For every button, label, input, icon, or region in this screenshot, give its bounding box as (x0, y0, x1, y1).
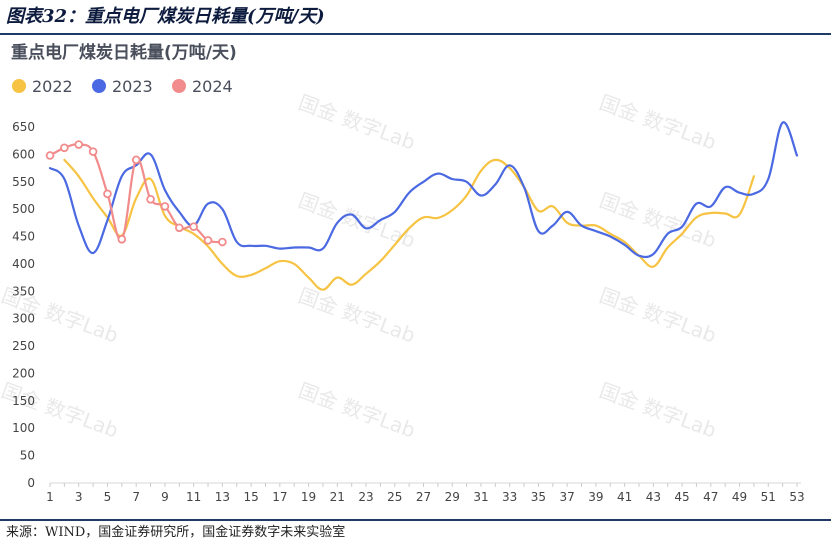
x-tick-label: 1 (46, 490, 54, 504)
data-point-2024 (103, 189, 112, 199)
line-chart: 国金 数字Lab 国金 数字Lab 国金 数字Lab 国金 数字Lab 国金 数字Lab… (0, 42, 805, 504)
y-tick-label: 350 (12, 284, 35, 298)
x-tick-label: 41 (617, 490, 632, 504)
data-point-2024 (117, 234, 127, 244)
data-point-2024 (189, 222, 198, 231)
data-point-2024 (146, 194, 155, 204)
x-tick-label: 45 (674, 490, 689, 504)
x-tick-label: 43 (646, 490, 661, 504)
watermark-text: 国金 数字Lab (295, 283, 418, 347)
y-tick-label: 300 (12, 312, 35, 326)
x-tick-label: 23 (358, 490, 373, 504)
y-tick-label: 500 (12, 202, 35, 216)
data-point-2024 (174, 223, 184, 233)
data-point-2024 (88, 147, 98, 156)
legend: 2022 2023 2024 (12, 77, 233, 96)
x-tick-label: 37 (560, 490, 575, 504)
y-tick-label: 100 (12, 421, 35, 435)
legend-marker-2024 (172, 79, 186, 93)
data-point-2024 (60, 143, 69, 153)
series-line-2023 (48, 121, 799, 259)
x-tick-label: 15 (243, 490, 258, 504)
source-note: 来源：WIND，国金证券研究所，国金证券数字未来实验室 (6, 525, 346, 540)
data-point-2024 (203, 236, 213, 245)
title-divider (0, 33, 831, 35)
data-point-2024 (45, 151, 55, 160)
y-tick-label: 200 (12, 366, 35, 380)
x-tick-label: 13 (215, 490, 230, 504)
series-layer (45, 121, 799, 291)
watermark-text: 国金 数字Lab (596, 283, 719, 347)
x-tick-label: 29 (445, 490, 460, 504)
x-tick-label: 17 (272, 490, 287, 504)
axes: 0 50 100 150 200 250 300 350 400 450 500 550 600 650 1… (12, 120, 805, 504)
x-tick-label: 5 (104, 490, 112, 504)
y-tick-label: 600 (12, 147, 35, 161)
watermark-text: 国金 数字Lab (295, 378, 418, 442)
y-tick-label: 650 (12, 120, 35, 134)
watermark-text: 国金 数字Lab (596, 90, 719, 154)
y-tick-label: 250 (12, 339, 35, 353)
x-tick-label: 53 (789, 490, 804, 504)
x-tick-label: 39 (588, 490, 603, 504)
data-point-2024 (131, 155, 141, 165)
x-tick-label: 21 (330, 490, 345, 504)
watermark-text: 国金 数字Lab (295, 90, 418, 154)
legend-label-2022: 2022 (32, 77, 73, 96)
x-tick-label: 3 (75, 490, 83, 504)
legend-marker-2023 (92, 79, 106, 93)
x-tick-label: 9 (161, 490, 169, 504)
data-point-2024 (160, 202, 170, 211)
watermark-layer: 国金 数字Lab 国金 数字Lab 国金 数字Lab 国金 数字Lab 国金 数字Lab… (0, 90, 720, 442)
chart-title: 重点电厂煤炭日耗量(万吨/天) (11, 42, 237, 63)
x-tick-label: 47 (703, 490, 718, 504)
data-point-2024 (74, 140, 84, 149)
y-tick-label: 150 (12, 394, 35, 408)
y-tick-label: 550 (12, 175, 35, 189)
legend-label-2023: 2023 (112, 77, 153, 96)
watermark-text: 国金 数字Lab (596, 188, 719, 252)
watermark-text: 国金 数字Lab (596, 378, 719, 442)
x-tick-label: 11 (186, 490, 201, 504)
figure-title: 图表32：重点电厂煤炭日耗量(万吨/天) (6, 6, 325, 27)
x-tick-label: 33 (502, 490, 517, 504)
legend-marker-2022 (12, 79, 26, 93)
x-tick-label: 51 (761, 490, 776, 504)
y-tick-label: 0 (27, 476, 35, 490)
x-tick-label: 49 (732, 490, 747, 504)
x-tick-label: 25 (387, 490, 402, 504)
x-tick-label: 19 (301, 490, 316, 504)
y-tick-label: 400 (12, 257, 35, 271)
x-tick-label: 31 (473, 490, 488, 504)
legend-label-2024: 2024 (192, 77, 233, 96)
x-tick-label: 7 (132, 490, 140, 504)
y-tick-label: 50 (20, 449, 35, 463)
y-tick-label: 450 (12, 230, 35, 244)
source-divider (0, 519, 831, 521)
x-tick-label: 35 (531, 490, 546, 504)
x-tick-label: 27 (416, 490, 431, 504)
data-point-2024 (218, 237, 227, 247)
